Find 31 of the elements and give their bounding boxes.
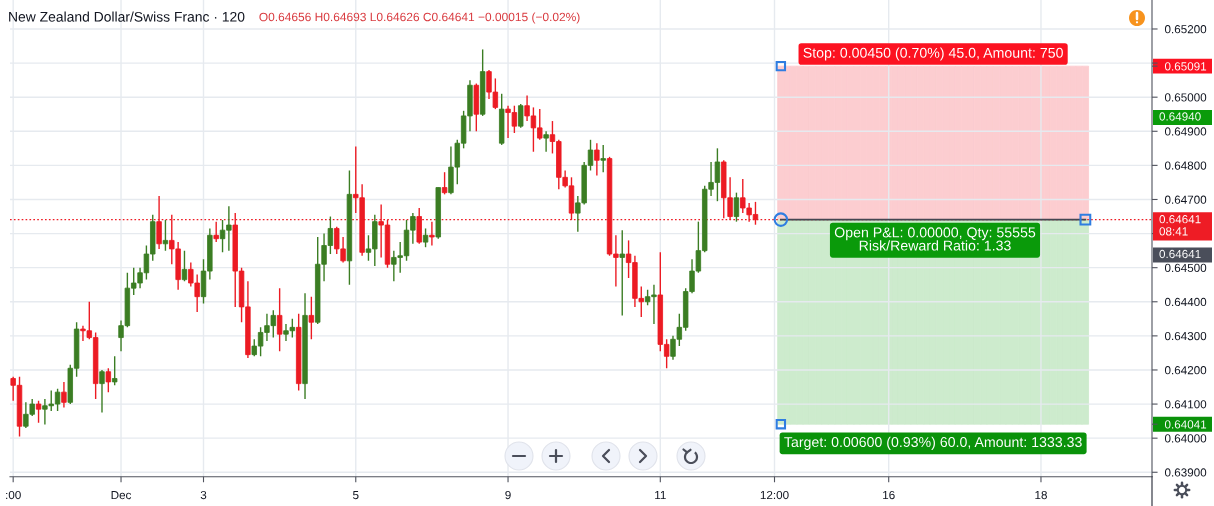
y-tick-label: 0.64900 bbox=[1164, 127, 1207, 136]
series-label: Target: 0.00600 (0.93%) 60.0, Amount: 1333.33 bbox=[784, 436, 1082, 450]
x-tick-label: 18 bbox=[1035, 490, 1047, 500]
ref-line-label: 0.64641 08:41 bbox=[1159, 215, 1201, 236]
x-tick-label: 3 bbox=[200, 490, 207, 500]
y-tick-label: 0.64700 bbox=[1164, 195, 1207, 204]
x-tick-label: :00 bbox=[6, 490, 21, 500]
y-tick-label: 0.64041 bbox=[1164, 420, 1207, 429]
text: 0.64641 bbox=[1159, 249, 1201, 259]
y-tick-label: 0.64100 bbox=[1164, 400, 1207, 409]
y-tick-label: 0.64500 bbox=[1164, 263, 1207, 273]
x-tick-label: 5 bbox=[352, 491, 359, 500]
y-tick-label: 0.64300 bbox=[1164, 331, 1207, 341]
text: 0.64940 bbox=[1159, 112, 1201, 121]
y-tick-label: 0.64200 bbox=[1164, 366, 1207, 375]
x-tick-label: 12:00 bbox=[760, 490, 789, 500]
x-tick-label: 9 bbox=[505, 490, 511, 500]
annotation: Open P&L: 0.00000, Qty: 55555 Risk/Reward Ratio: 1.33 bbox=[834, 227, 1036, 251]
y-tick-label: 0.65091 bbox=[1164, 62, 1207, 71]
text: New Zealand Dollar/Swiss Franc · 120 bbox=[9, 11, 245, 22]
y-tick-label: 0.65000 bbox=[1164, 93, 1207, 102]
series-label: Stop: 0.00450 (0.70%) 45.0, Amount: 750 bbox=[803, 47, 1063, 61]
y-tick-label: 0.64400 bbox=[1164, 297, 1207, 307]
y-tick-label: 0.65200 bbox=[1164, 25, 1207, 34]
x-tick-label: 11 bbox=[655, 491, 666, 500]
x-tick-label: Dec bbox=[111, 491, 132, 500]
text: O0.64656 H0.64693 L0.64626 C0.64641 −0.00015 (−0.02%) bbox=[259, 12, 580, 24]
x-tick-label: 16 bbox=[883, 490, 895, 500]
y-tick-label: 0.63900 bbox=[1164, 468, 1207, 477]
y-tick-label: 0.64000 bbox=[1164, 434, 1207, 443]
y-tick-label: 0.64800 bbox=[1164, 161, 1207, 170]
